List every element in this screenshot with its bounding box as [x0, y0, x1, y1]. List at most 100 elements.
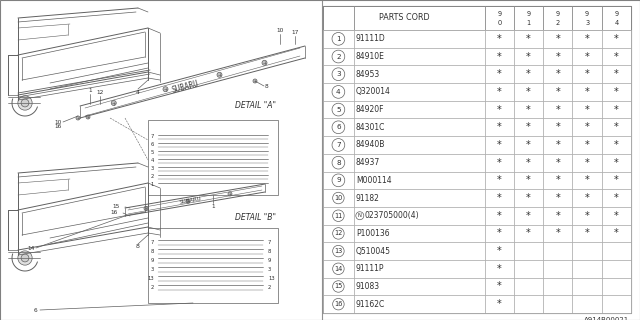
Text: 6: 6	[336, 124, 340, 130]
Bar	[323, 118, 354, 136]
Bar	[354, 154, 484, 172]
Bar	[514, 242, 543, 260]
Bar	[354, 6, 484, 30]
Text: 9: 9	[585, 12, 589, 17]
Text: 91083: 91083	[356, 282, 380, 291]
Text: *: *	[497, 140, 502, 150]
Text: *: *	[497, 52, 502, 61]
Text: *: *	[614, 228, 619, 238]
Text: *: *	[556, 52, 560, 61]
Bar	[573, 295, 602, 313]
Bar	[484, 207, 514, 225]
Circle shape	[262, 60, 267, 65]
Bar	[323, 6, 631, 30]
Circle shape	[18, 96, 32, 110]
Bar	[543, 189, 573, 207]
Circle shape	[332, 32, 345, 45]
Bar	[354, 136, 484, 154]
Bar	[573, 207, 602, 225]
Text: *: *	[526, 105, 531, 115]
Bar	[602, 136, 631, 154]
Text: 11: 11	[334, 213, 342, 219]
Text: *: *	[497, 69, 502, 79]
Bar	[543, 260, 573, 278]
Bar	[354, 172, 484, 189]
Bar	[573, 136, 602, 154]
Circle shape	[86, 115, 90, 119]
Text: *: *	[614, 211, 619, 221]
Bar	[543, 242, 573, 260]
Circle shape	[21, 99, 29, 107]
Text: *: *	[497, 175, 502, 185]
Text: *: *	[614, 69, 619, 79]
Text: *: *	[585, 193, 589, 203]
Text: *: *	[585, 87, 589, 97]
Circle shape	[21, 254, 29, 262]
Bar	[543, 30, 573, 48]
Text: 13: 13	[268, 276, 275, 281]
Text: *: *	[556, 228, 560, 238]
Text: 9: 9	[527, 12, 531, 17]
Bar	[573, 118, 602, 136]
Bar	[543, 278, 573, 295]
Text: 1: 1	[336, 36, 340, 42]
Text: 8: 8	[265, 84, 269, 89]
Text: 4: 4	[136, 90, 140, 94]
Bar	[602, 295, 631, 313]
Text: 12: 12	[334, 230, 342, 236]
Circle shape	[333, 192, 344, 204]
Bar	[323, 278, 354, 295]
Text: 12: 12	[96, 91, 104, 95]
Text: Q510045: Q510045	[356, 247, 391, 256]
Bar	[323, 136, 354, 154]
Circle shape	[356, 212, 364, 220]
Bar	[602, 30, 631, 48]
Text: 91182: 91182	[356, 194, 380, 203]
Text: *: *	[556, 122, 560, 132]
Bar	[323, 83, 354, 101]
Bar	[514, 136, 543, 154]
Text: *: *	[614, 158, 619, 168]
Text: M000114: M000114	[356, 176, 392, 185]
Text: *: *	[526, 140, 531, 150]
Text: 13: 13	[147, 276, 154, 281]
Text: 0: 0	[497, 20, 502, 26]
Bar	[543, 48, 573, 65]
Text: 84301C: 84301C	[356, 123, 385, 132]
Circle shape	[144, 206, 148, 211]
Text: *: *	[585, 158, 589, 168]
Text: 13: 13	[334, 248, 342, 254]
Text: 10: 10	[276, 28, 284, 34]
Text: *: *	[556, 105, 560, 115]
Bar	[543, 83, 573, 101]
Bar	[323, 242, 354, 260]
Text: SUBARU: SUBARU	[170, 79, 200, 95]
Bar	[514, 65, 543, 83]
Bar	[514, 101, 543, 118]
Text: 84937: 84937	[356, 158, 380, 167]
Text: *: *	[526, 193, 531, 203]
Text: *: *	[526, 175, 531, 185]
Bar	[484, 260, 514, 278]
Bar	[543, 172, 573, 189]
Text: 2: 2	[268, 285, 271, 290]
Text: *: *	[497, 87, 502, 97]
Text: 9: 9	[497, 12, 501, 17]
Text: *: *	[614, 175, 619, 185]
Text: N: N	[358, 213, 362, 218]
Circle shape	[333, 245, 344, 257]
Text: 3: 3	[151, 267, 154, 272]
Circle shape	[333, 263, 344, 275]
Bar	[148, 228, 278, 303]
Bar	[354, 295, 484, 313]
Text: 3: 3	[151, 166, 154, 172]
Text: 91111D: 91111D	[356, 34, 385, 43]
Text: 2: 2	[556, 20, 560, 26]
Text: 9: 9	[336, 177, 340, 183]
Bar	[514, 30, 543, 48]
Text: *: *	[585, 122, 589, 132]
Bar	[602, 207, 631, 225]
Circle shape	[333, 210, 344, 221]
Bar	[573, 83, 602, 101]
Text: 4: 4	[150, 158, 154, 164]
